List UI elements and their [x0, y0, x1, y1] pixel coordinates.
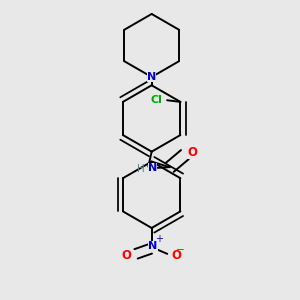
Text: O: O	[172, 249, 182, 262]
Text: N: N	[147, 72, 156, 82]
Text: H: H	[137, 164, 145, 174]
Text: Cl: Cl	[150, 95, 162, 105]
Text: −: −	[176, 244, 184, 254]
Text: N: N	[148, 241, 158, 250]
Text: +: +	[155, 234, 163, 244]
Text: O: O	[188, 146, 197, 160]
Text: N: N	[148, 163, 157, 173]
Text: O: O	[122, 249, 132, 262]
